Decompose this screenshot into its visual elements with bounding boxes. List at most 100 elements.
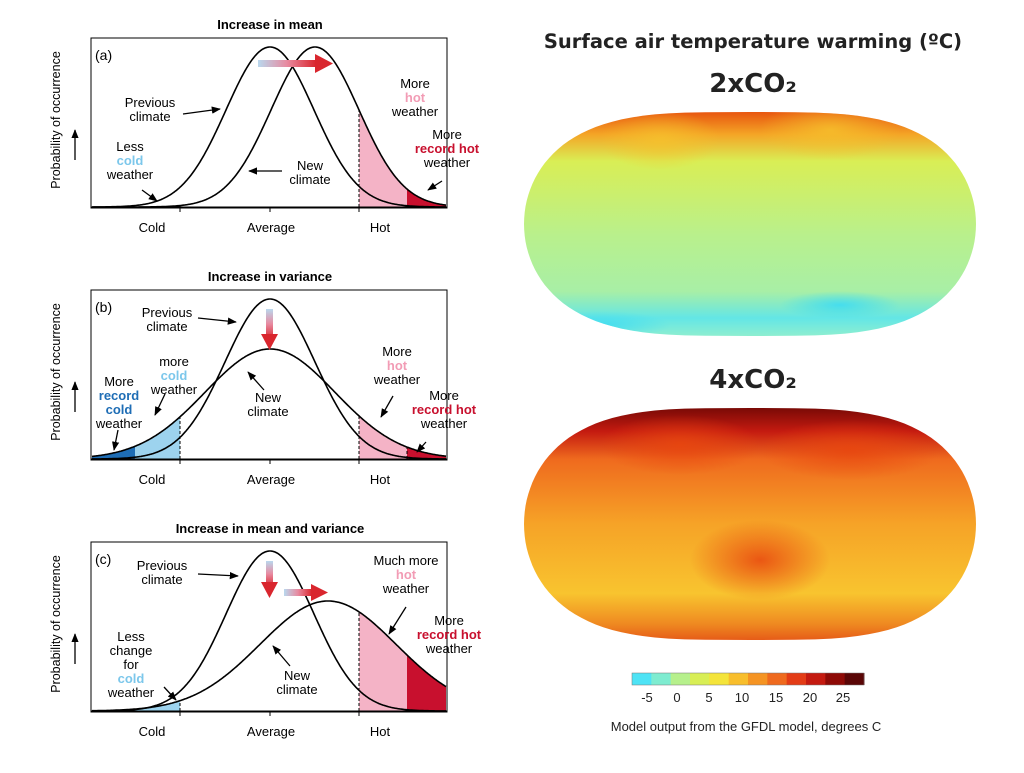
more-record-cold-label-line: cold bbox=[106, 402, 133, 417]
colorbar-swatch bbox=[728, 673, 749, 685]
pointer-arrow bbox=[112, 429, 120, 451]
pointer-arrow bbox=[380, 395, 394, 418]
more-hot-label-line: More bbox=[382, 344, 412, 359]
panel-tag: (c) bbox=[95, 551, 111, 567]
more-hot-label-line: More bbox=[400, 76, 430, 91]
new-climate-label-line: climate bbox=[289, 172, 330, 187]
much-more-hot-label-line: Much more bbox=[373, 553, 438, 568]
more-record-hot-label-line: weather bbox=[423, 155, 471, 170]
new-climate-label-line: climate bbox=[276, 682, 317, 697]
panel-a: Increase in mean (a) Probability of occurr… bbox=[49, 17, 480, 235]
cold-region bbox=[92, 700, 180, 711]
panel-tag: (b) bbox=[95, 299, 112, 315]
variance-arrow bbox=[266, 561, 273, 587]
colorbar-tick-label: 25 bbox=[836, 690, 850, 705]
more-hot-label-line: hot bbox=[405, 90, 426, 105]
x-tick-label-cold: Cold bbox=[139, 472, 166, 487]
panel-b: Increase in variance (b) Probability of oc… bbox=[49, 269, 477, 487]
more-record-cold-label-line: More bbox=[104, 374, 134, 389]
pointer-arrow bbox=[272, 645, 291, 667]
colorbar-tick-label: 20 bbox=[803, 690, 817, 705]
colorbar-swatch bbox=[709, 673, 730, 685]
hot-region bbox=[359, 611, 407, 711]
colorbar-swatch bbox=[690, 673, 710, 685]
x-tick-label-hot: Hot bbox=[370, 220, 391, 235]
map-2xco2: 2xCO₂ bbox=[524, 69, 976, 336]
colorbar-frame bbox=[631, 672, 865, 686]
map-label: 4xCO₂ bbox=[709, 365, 796, 395]
mean-shift-arrow bbox=[284, 589, 312, 596]
mean-shift-arrow bbox=[258, 60, 316, 67]
previous-climate-label-line: climate bbox=[141, 572, 182, 587]
much-more-hot-label-line: hot bbox=[396, 567, 417, 582]
pointer-arrow bbox=[163, 686, 177, 701]
previous-climate-label-line: climate bbox=[146, 319, 187, 334]
map-label: 2xCO₂ bbox=[709, 69, 796, 99]
maps-title: Surface air temperature warming (ºC) bbox=[544, 30, 962, 53]
previous-climate-label-line: Previous bbox=[137, 558, 188, 573]
more-record-hot-label-line: record hot bbox=[417, 627, 482, 642]
panel-title: Increase in mean bbox=[217, 17, 323, 32]
y-axis-label: Probability of occurrence bbox=[49, 555, 63, 693]
less-cold-label-line: cold bbox=[117, 153, 144, 168]
anomaly-patch bbox=[780, 291, 900, 319]
pointer-arrow bbox=[141, 189, 158, 202]
previous-climate-label-line: climate bbox=[129, 109, 170, 124]
previous-climate-curve bbox=[92, 46, 446, 208]
more-hot-label-line: weather bbox=[373, 372, 421, 387]
map-4xco2: 4xCO₂ bbox=[524, 365, 976, 640]
pointer-arrow bbox=[154, 393, 166, 416]
colorbar-swatch bbox=[786, 673, 807, 685]
x-tick-label-average: Average bbox=[247, 472, 295, 487]
colorbar-swatch bbox=[844, 673, 865, 685]
pointer-arrow bbox=[247, 371, 265, 391]
pointer-arrow bbox=[182, 106, 221, 115]
new-climate-label-line: New bbox=[255, 390, 282, 405]
panel-tag: (a) bbox=[95, 47, 112, 63]
more-record-hot-label-line: More bbox=[432, 127, 462, 142]
x-tick-label-hot: Hot bbox=[370, 724, 391, 739]
colorbar-swatch bbox=[670, 673, 691, 685]
less-change-cold-label-line: Less bbox=[117, 629, 145, 644]
anomaly-patch bbox=[600, 112, 720, 170]
colorbar-tick-label: 0 bbox=[673, 690, 680, 705]
colorbar-tick-label: 10 bbox=[735, 690, 749, 705]
record-hot-region bbox=[407, 189, 446, 207]
pointer-arrow bbox=[416, 441, 427, 453]
less-cold-label-line: Less bbox=[116, 139, 144, 154]
anomaly-patch bbox=[760, 112, 900, 160]
right-warming-maps: Surface air temperature warming (ºC) 2xCO… bbox=[524, 30, 976, 734]
map-anomaly-patches bbox=[600, 415, 940, 600]
more-cold-label-line: more bbox=[159, 354, 189, 369]
less-cold-label-line: weather bbox=[106, 167, 154, 182]
variance-arrowhead bbox=[261, 334, 278, 350]
more-cold-label-line: weather bbox=[150, 382, 198, 397]
anomaly-patch bbox=[760, 420, 940, 480]
variance-arrow bbox=[266, 309, 273, 339]
more-record-hot-label-line: weather bbox=[420, 416, 468, 431]
pointer-arrow bbox=[388, 606, 407, 635]
more-record-hot-label-line: record hot bbox=[415, 141, 480, 156]
colorbar-swatch bbox=[767, 673, 788, 685]
x-tick-label-average: Average bbox=[247, 220, 295, 235]
pointer-arrow bbox=[427, 180, 443, 191]
y-axis-label: Probability of occurrence bbox=[49, 51, 63, 189]
colorbar-swatch bbox=[806, 673, 826, 685]
less-change-cold-label-line: change bbox=[110, 643, 153, 658]
map-caption: Model output from the GFDL model, degree… bbox=[611, 719, 881, 734]
anomaly-patch bbox=[600, 415, 760, 475]
more-hot-label-line: hot bbox=[387, 358, 408, 373]
new-climate-label-line: New bbox=[297, 158, 324, 173]
map-field bbox=[524, 112, 976, 336]
more-record-hot-label-line: More bbox=[434, 613, 464, 628]
x-tick-label-average: Average bbox=[247, 724, 295, 739]
record-hot-region bbox=[407, 655, 446, 711]
panel-title: Increase in variance bbox=[208, 269, 332, 284]
colorbar-swatch bbox=[632, 673, 652, 685]
more-record-hot-label-line: weather bbox=[425, 641, 473, 656]
left-distribution-panels: Increase in mean (a) Probability of occurr… bbox=[49, 17, 482, 739]
mean-shift-arrowhead bbox=[315, 54, 333, 73]
record-cold-region bbox=[92, 446, 135, 459]
panel-title: Increase in mean and variance bbox=[176, 521, 365, 536]
